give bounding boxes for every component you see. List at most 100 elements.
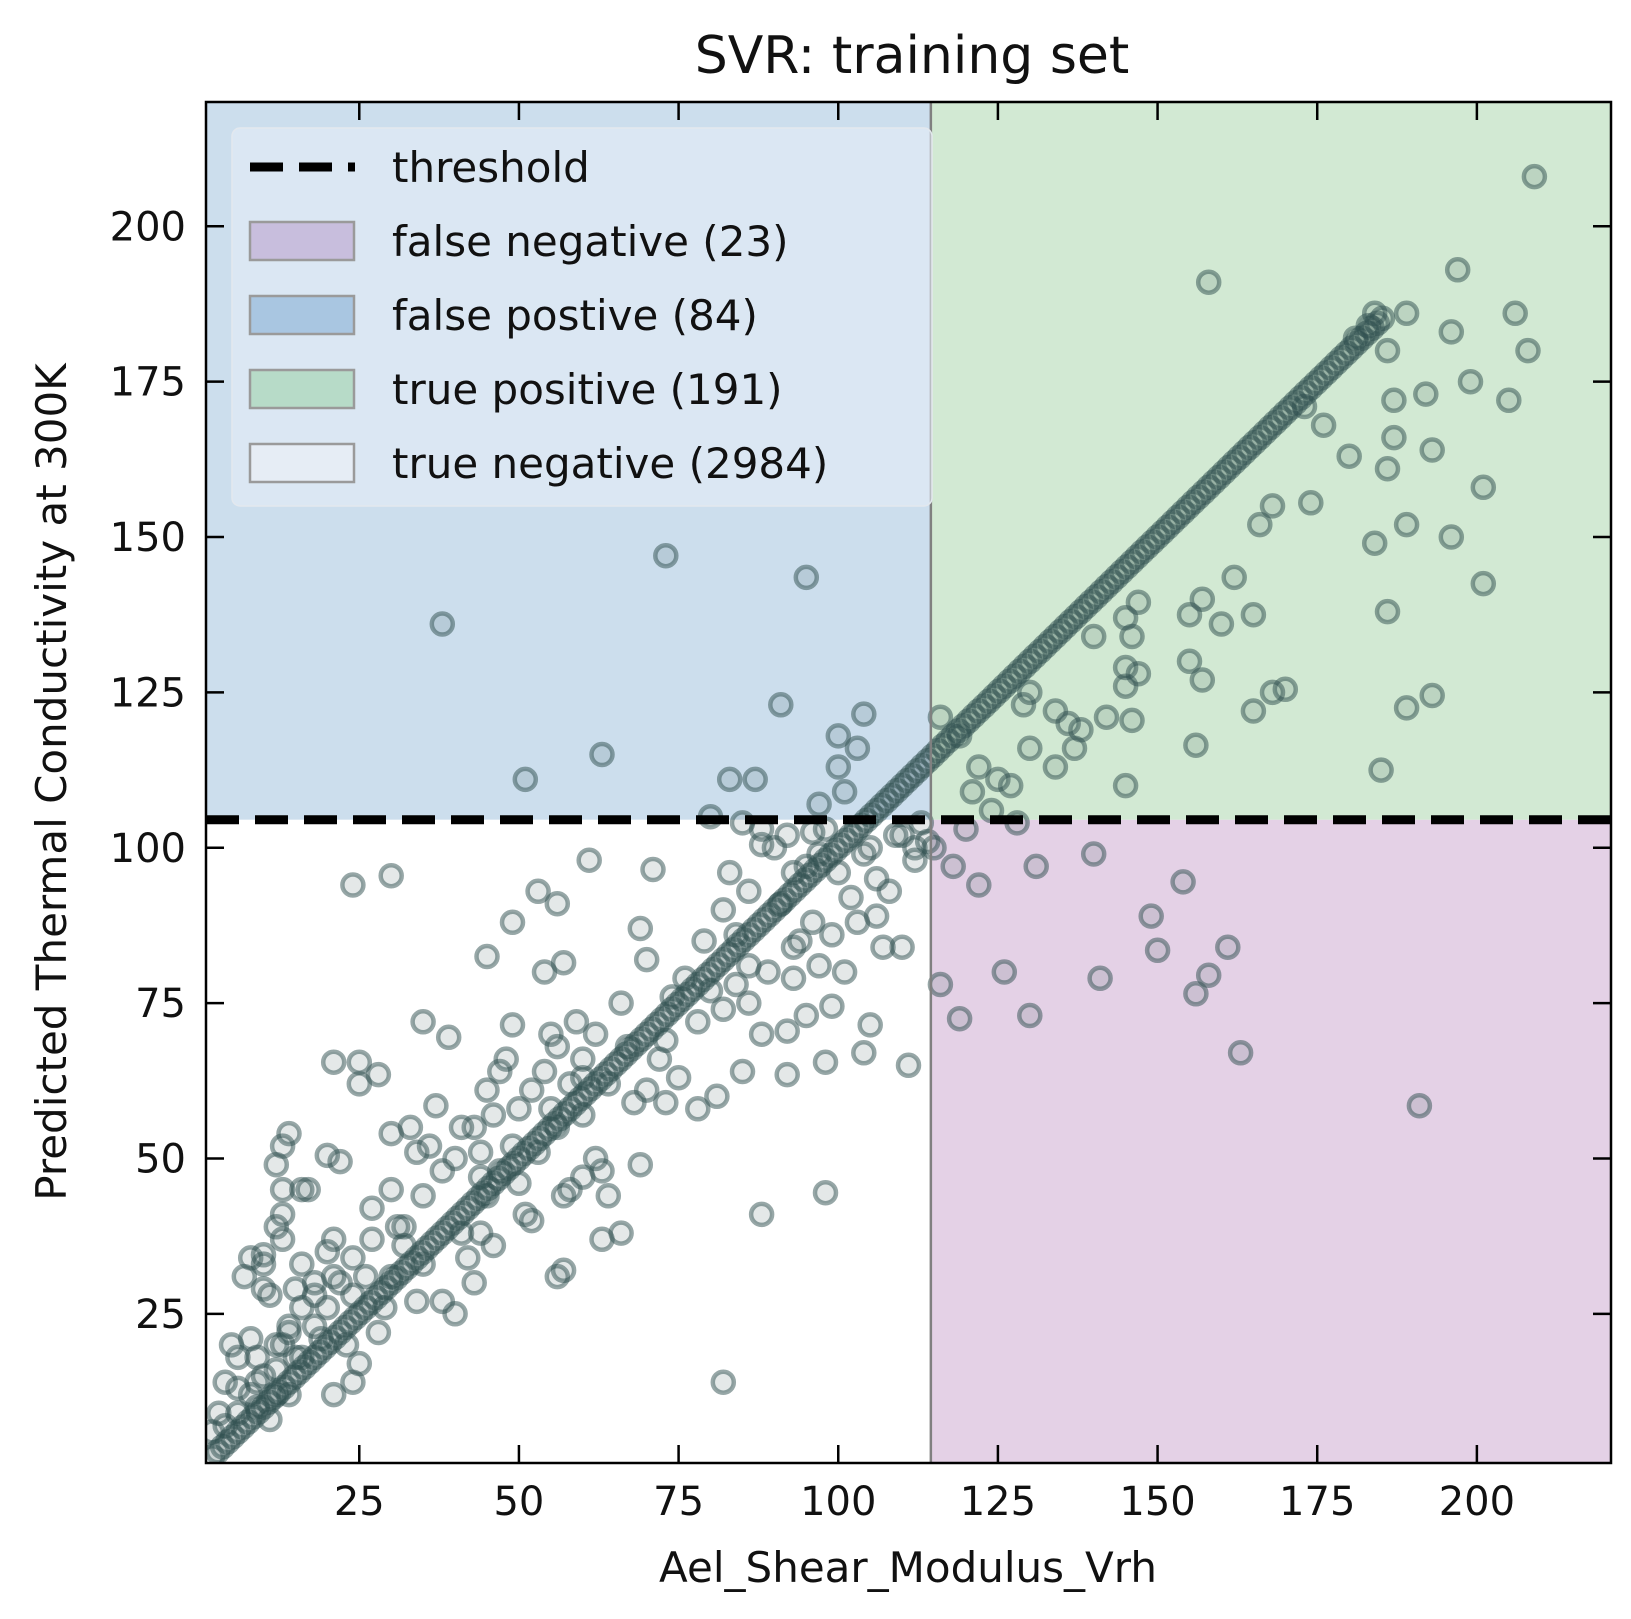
data-point bbox=[927, 971, 954, 998]
data-point bbox=[716, 766, 743, 793]
data-point bbox=[889, 934, 915, 960]
data-point bbox=[1240, 698, 1267, 724]
data-point bbox=[1240, 601, 1267, 628]
data-point bbox=[461, 1114, 487, 1141]
data-point bbox=[493, 1046, 519, 1072]
data-point bbox=[589, 741, 615, 768]
legend: threshold false negative (23) false postiv… bbox=[231, 127, 933, 507]
data-point bbox=[857, 1012, 883, 1038]
data-point bbox=[576, 847, 602, 873]
data-point bbox=[499, 909, 526, 936]
legend-swatch bbox=[248, 294, 356, 336]
data-point bbox=[544, 1033, 571, 1060]
data-point bbox=[1215, 934, 1241, 960]
data-point bbox=[787, 928, 813, 954]
data-point bbox=[806, 953, 832, 979]
data-point bbox=[1406, 1092, 1433, 1119]
data-point bbox=[710, 1369, 737, 1395]
data-point bbox=[799, 819, 826, 845]
data-point bbox=[352, 1263, 379, 1290]
data-point bbox=[851, 1040, 877, 1066]
data-point bbox=[225, 1344, 251, 1371]
data-point bbox=[1515, 337, 1541, 364]
data-point bbox=[844, 735, 871, 762]
data-point bbox=[1368, 757, 1394, 783]
data-point bbox=[946, 1005, 973, 1032]
data-point bbox=[608, 990, 634, 1016]
data-point bbox=[1183, 981, 1209, 1007]
data-point bbox=[1470, 570, 1497, 597]
data-point bbox=[653, 1089, 679, 1116]
data-point bbox=[250, 1242, 277, 1268]
data-point bbox=[851, 841, 877, 867]
false-negative-region bbox=[930, 819, 1611, 1463]
data-point bbox=[1144, 937, 1171, 964]
legend-label: false negative (23) bbox=[392, 217, 789, 266]
data-point bbox=[1374, 598, 1401, 625]
data-point bbox=[1138, 903, 1164, 929]
data-point bbox=[582, 1145, 609, 1172]
data-point bbox=[1272, 676, 1299, 703]
y-tick-label: 150 bbox=[110, 515, 186, 561]
x-tick-label: 175 bbox=[1279, 1479, 1355, 1525]
data-point bbox=[825, 754, 852, 780]
true-positive-region bbox=[930, 102, 1611, 820]
data-point bbox=[340, 872, 366, 898]
x-tick-label: 150 bbox=[1119, 1479, 1195, 1525]
data-point bbox=[314, 1142, 341, 1169]
data-point bbox=[793, 564, 820, 591]
data-point bbox=[876, 878, 903, 905]
data-point bbox=[806, 791, 832, 818]
x-tick-label: 75 bbox=[653, 1479, 704, 1525]
y-tick-label: 175 bbox=[110, 360, 186, 406]
data-point bbox=[812, 1049, 839, 1075]
data-point bbox=[895, 1052, 922, 1079]
data-point bbox=[231, 1263, 258, 1290]
data-point bbox=[1087, 965, 1113, 992]
legend-label: true negative (2984) bbox=[392, 439, 828, 488]
data-point bbox=[212, 1369, 238, 1395]
data-point bbox=[914, 828, 941, 855]
data-point bbox=[1112, 654, 1139, 681]
data-point bbox=[1195, 269, 1222, 295]
data-point bbox=[365, 1319, 392, 1346]
data-point bbox=[640, 856, 666, 883]
chart-title: SVR: training set bbox=[695, 26, 1130, 86]
data-point bbox=[301, 1313, 328, 1340]
data-point bbox=[780, 965, 807, 992]
data-point bbox=[966, 754, 992, 780]
data-point bbox=[1080, 841, 1107, 867]
data-point bbox=[1393, 300, 1420, 327]
data-point bbox=[685, 1009, 711, 1035]
data-point bbox=[851, 701, 877, 727]
x-tick-labels: 25 50 75 100 125 150 175 200 bbox=[334, 1479, 1515, 1525]
data-point bbox=[1112, 772, 1139, 799]
data-point bbox=[378, 862, 404, 889]
y-tick-label: 25 bbox=[135, 1292, 186, 1338]
data-point bbox=[1369, 305, 1396, 332]
x-tick-label: 125 bbox=[960, 1479, 1036, 1525]
y-tick-labels: 25 50 75 100 125 150 175 200 bbox=[110, 204, 186, 1338]
legend-swatch bbox=[248, 368, 356, 410]
data-point bbox=[799, 909, 826, 936]
data-point bbox=[410, 1183, 436, 1209]
data-point bbox=[435, 1024, 462, 1051]
data-point bbox=[442, 1301, 468, 1327]
data-point bbox=[410, 1009, 436, 1035]
data-point bbox=[1221, 564, 1247, 591]
data-point bbox=[991, 959, 1018, 985]
data-point bbox=[269, 1133, 296, 1159]
data-point bbox=[327, 1270, 353, 1296]
legend-label: true positive (191) bbox=[392, 365, 783, 414]
y-axis-label: Predicted Thermal Conductivity at 300K bbox=[27, 362, 76, 1201]
data-point bbox=[633, 946, 660, 973]
data-point bbox=[742, 766, 768, 793]
data-point bbox=[761, 835, 788, 861]
data-point bbox=[346, 1049, 373, 1075]
data-point bbox=[1374, 455, 1401, 482]
data-point bbox=[1381, 424, 1407, 451]
data-point bbox=[838, 884, 864, 911]
data-point bbox=[570, 1164, 596, 1190]
data-point bbox=[480, 1102, 507, 1128]
data-point bbox=[1010, 692, 1037, 718]
